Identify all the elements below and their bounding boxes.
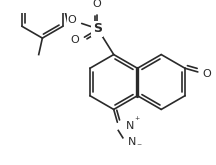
Text: O: O [203,69,211,79]
Text: O: O [93,0,102,9]
Text: O: O [67,15,76,25]
Text: N: N [125,121,134,131]
Text: ⁻: ⁻ [137,142,142,152]
Text: S: S [93,22,102,35]
Text: O: O [70,35,79,45]
Text: ⁺: ⁺ [135,116,140,126]
Text: N: N [127,137,136,147]
